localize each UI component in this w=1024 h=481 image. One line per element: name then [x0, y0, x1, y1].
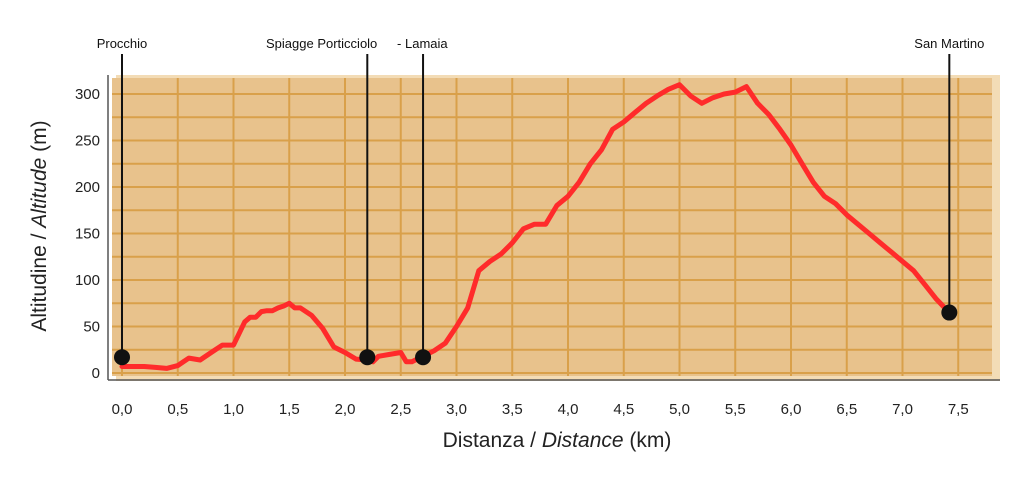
x-axis-title: Distanza / Distance (km): [443, 429, 672, 452]
y-tick-label: 50: [83, 319, 100, 336]
x-tick-label: 1,5: [279, 401, 300, 418]
marker-point: [114, 349, 130, 366]
location-markers: Procchio Spiagge Porticciolo - Lamaia San M…: [97, 36, 984, 366]
y-tick-label: 100: [75, 272, 100, 289]
x-tick-label: 1,0: [223, 401, 244, 418]
x-tick-label: 5,5: [725, 401, 746, 418]
x-tick-label: 7,0: [892, 401, 913, 418]
x-tick-label: 2,5: [390, 401, 411, 418]
y-tick-label: 300: [75, 86, 100, 103]
x-tick-label: 5,0: [669, 401, 690, 418]
y-axis-title: Altitudine / Altitude (m): [28, 120, 51, 331]
x-tick-label: 0,5: [167, 401, 188, 418]
series-layer: [119, 82, 952, 371]
marker-label: San Martino: [914, 36, 984, 51]
x-tick-label: 3,0: [446, 401, 467, 418]
x-tick-label: 6,5: [836, 401, 857, 418]
altitude-series-line: [119, 82, 952, 371]
y-tick-label: 0: [92, 365, 100, 382]
x-tick-label: 6,0: [781, 401, 802, 418]
marker-label: Procchio: [97, 36, 148, 51]
x-tick-label: 0,0: [112, 401, 133, 418]
axes: [107, 75, 1000, 381]
y-tick-label: 250: [75, 133, 100, 150]
marker-label: Spiagge Porticciolo: [266, 36, 377, 51]
x-tick-labels: 0,0 0,5 1,0 1,5 2,0 2,5 3,0 3,5 4,0 4,5 5,0 5,5 6,0 6…: [112, 401, 969, 418]
x-tick-label: 4,5: [613, 401, 634, 418]
marker-point: [415, 349, 432, 366]
marker-label: - Lamaia: [397, 36, 448, 51]
y-tick-label: 150: [75, 226, 100, 243]
grid-lines: [112, 78, 992, 376]
x-tick-label: 2,0: [335, 401, 356, 418]
marker-point: [359, 349, 376, 366]
y-tick-labels: 0 50 100 150 200 250 300: [75, 86, 100, 382]
x-tick-label: 3,5: [502, 401, 523, 418]
marker-point: [941, 304, 958, 321]
x-tick-label: 4,0: [558, 401, 579, 418]
x-tick-label: 7,5: [948, 401, 969, 418]
y-tick-label: 200: [75, 179, 100, 196]
